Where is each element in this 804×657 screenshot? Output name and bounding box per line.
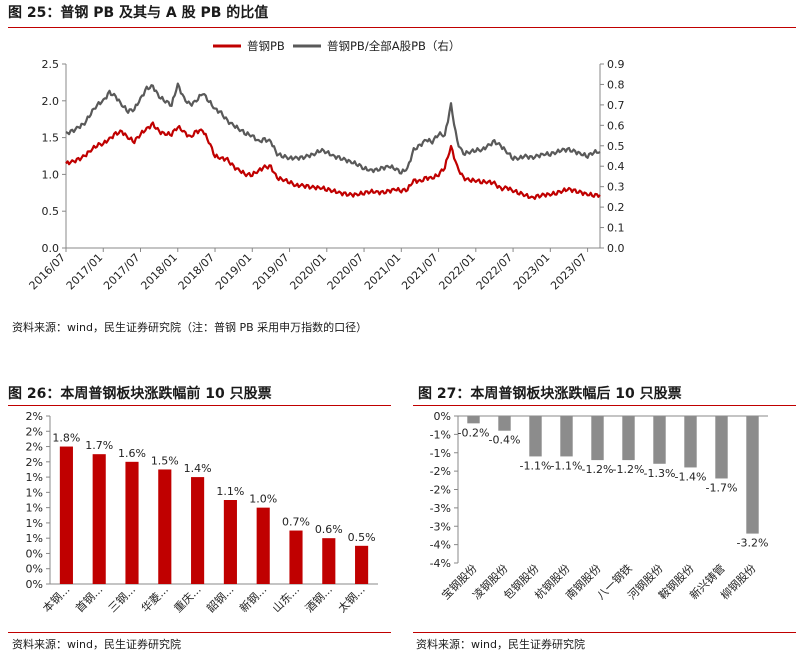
legend-label-1: 普钢PB [247, 39, 285, 53]
bar-data-label: -1.4% [675, 470, 707, 483]
figure-26-source-rule [8, 632, 391, 633]
legend-label-2: 普钢PB/全部A股PB（右） [327, 39, 460, 53]
bar [653, 416, 666, 464]
figure-27-source: 资料来源：wind，民生证券研究院 [416, 638, 586, 651]
bar [467, 416, 480, 424]
y-tick-label: -3% [430, 520, 451, 533]
y-tick-label: 1% [26, 471, 43, 484]
left-tick-label: 2.5 [42, 58, 60, 71]
figure-25-source: 资料来源：wind，民生证券研究院（注：普钢 PB 采用申万指数的口径） [12, 321, 368, 334]
bar [684, 416, 697, 468]
bar [256, 507, 270, 584]
left-tick-label: 1.0 [42, 168, 60, 181]
bar [125, 461, 139, 584]
left-tick-label: 0.0 [42, 242, 60, 255]
bar-data-label: 0.5% [348, 531, 376, 544]
y-tick-label: 1% [26, 532, 43, 545]
figure-27-source-rule [413, 632, 796, 633]
y-tick-label: -1% [430, 447, 451, 460]
bar [191, 477, 205, 584]
bar-data-label: 0.6% [315, 523, 343, 536]
left-tick-label: 1.5 [42, 132, 60, 145]
figure-26-title-rule [8, 405, 391, 406]
y-tick-label: 2% [26, 456, 43, 469]
figure-27-title-rule [413, 405, 796, 406]
figure-25-title-rule [8, 27, 796, 28]
y-tick-label: 0% [26, 547, 43, 560]
bar-data-label: -1.1% [520, 459, 552, 472]
y-tick-label: -3% [430, 502, 451, 515]
y-tick-label: 2% [26, 441, 43, 454]
bar [158, 469, 172, 584]
bar-data-label: -0.2% [458, 426, 490, 439]
figure-25-title: 图 25：普钢 PB 及其与 A 股 PB 的比值 [8, 5, 269, 21]
bar-data-label: 1.5% [151, 454, 179, 467]
y-tick-label: -2% [430, 484, 451, 497]
right-tick-label: 0.2 [607, 201, 625, 214]
bar [92, 454, 106, 584]
bar [529, 416, 542, 457]
bar [322, 538, 336, 584]
y-tick-label: 1% [26, 517, 43, 530]
y-tick-label: -2% [430, 465, 451, 478]
bar-data-label: 1.1% [216, 485, 244, 498]
right-tick-label: 0.5 [607, 140, 625, 153]
bar [746, 416, 759, 534]
right-tick-label: 0.8 [607, 78, 625, 91]
bar-data-label: -1.3% [644, 467, 676, 480]
bar [59, 446, 73, 584]
bar-data-label: -1.2% [582, 463, 614, 476]
bar-data-label: 1.8% [52, 432, 80, 445]
y-tick-label: 0% [26, 578, 43, 591]
y-tick-label: -4% [430, 557, 451, 570]
bar-data-label: 1.7% [85, 439, 113, 452]
right-tick-label: 0.9 [607, 58, 625, 71]
bar-data-label: -1.7% [706, 481, 738, 494]
y-tick-label: 0% [434, 410, 451, 423]
right-tick-label: 0.4 [607, 160, 625, 173]
right-tick-label: 0.6 [607, 119, 625, 132]
bar [715, 416, 728, 479]
bar [560, 416, 573, 457]
right-tick-label: 0.0 [607, 242, 625, 255]
bar-data-label: -1.1% [551, 459, 583, 472]
y-tick-label: 2% [26, 410, 43, 423]
bar-data-label: 0.7% [282, 516, 310, 529]
y-tick-label: -4% [430, 539, 451, 552]
right-tick-label: 0.7 [607, 99, 625, 112]
y-tick-label: 1% [26, 486, 43, 499]
bar-data-label: -0.4% [489, 434, 521, 447]
left-tick-label: 2.0 [42, 95, 60, 108]
bar [289, 530, 303, 584]
bar [498, 416, 511, 431]
y-tick-label: 2% [26, 425, 43, 438]
series-line-1 [65, 121, 601, 200]
bar [591, 416, 604, 461]
bar [355, 545, 369, 584]
series-line-2 [65, 82, 601, 175]
right-tick-label: 0.3 [607, 181, 625, 194]
bar [622, 416, 635, 461]
bar-data-label: 1.6% [118, 447, 146, 460]
left-tick-label: 0.5 [42, 205, 60, 218]
pb-line-chart: 0.0 0.5 1.0 1.5 2.0 2.5 0.0 0.1 0.2 0.3 0.4 0.5 0.6 0… [27, 39, 625, 292]
bar-data-label: -3.2% [737, 537, 769, 550]
bar-data-label: 1.0% [249, 493, 277, 506]
bar-data-label: 1.4% [184, 462, 212, 475]
right-tick-label: 0.1 [607, 222, 625, 235]
bar-data-label: -1.2% [613, 463, 645, 476]
y-tick-label: 1% [26, 502, 43, 515]
bar [223, 500, 237, 584]
figure-26-source: 资料来源：wind，民生证券研究院 [12, 638, 182, 651]
y-tick-label: 0% [26, 563, 43, 576]
y-tick-label: -1% [430, 428, 451, 441]
figure-27-title: 图 27：本周普钢板块涨跌幅后 10 只股票 [418, 386, 682, 402]
figure-26-title: 图 26：本周普钢板块涨跌幅前 10 只股票 [8, 386, 272, 402]
